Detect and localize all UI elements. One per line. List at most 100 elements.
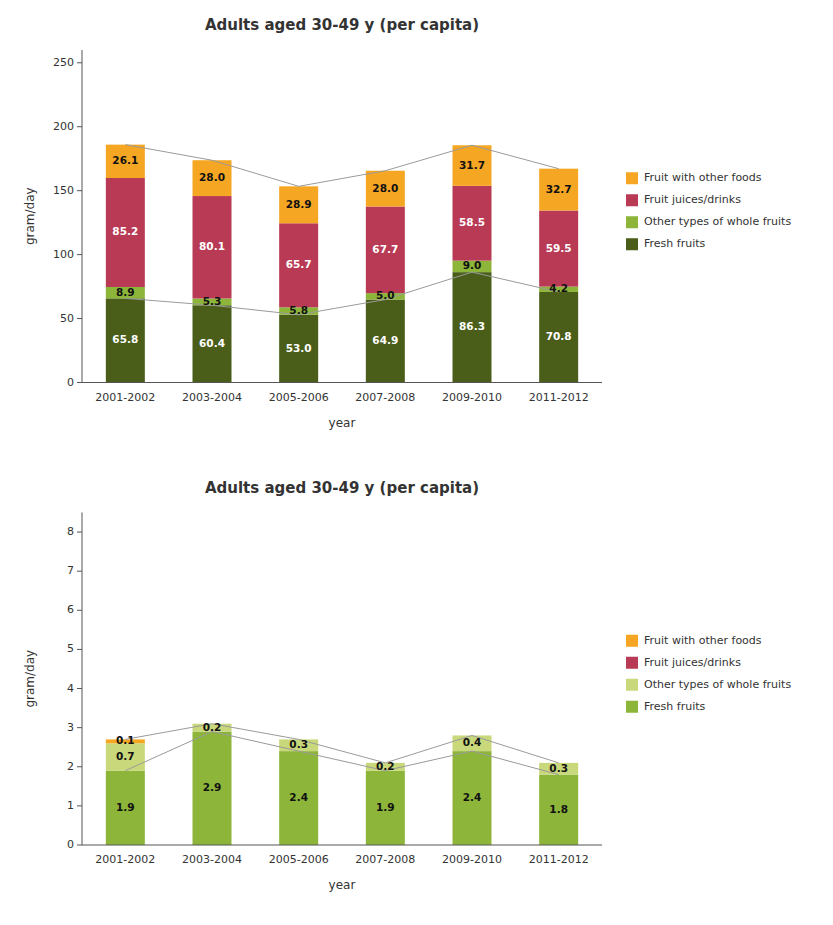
chart-panel: Adults aged 30-49 y (per capita)01234567… (23, 479, 791, 893)
y-tick-label: 100 (53, 248, 74, 261)
y-tick-label: 1 (67, 799, 74, 812)
data-label: 53.0 (286, 342, 312, 354)
data-label: 0.3 (289, 738, 308, 750)
bar-segment (366, 207, 405, 294)
data-label: 26.1 (112, 154, 138, 166)
y-tick (77, 382, 82, 383)
data-label: 28.9 (286, 198, 312, 210)
bar-segment (366, 300, 405, 383)
data-label: 2.4 (289, 791, 308, 803)
data-label: 0.1 (116, 734, 135, 746)
y-tick (77, 532, 82, 533)
bottom-segment-line (125, 272, 558, 315)
data-label: 65.8 (112, 333, 138, 345)
data-label: 67.7 (372, 243, 398, 255)
chart-panel: Adults aged 30-49 y (per capita)05010015… (23, 16, 791, 430)
data-label: 2.9 (203, 781, 222, 793)
y-tick-label: 0 (67, 838, 74, 851)
legend-swatch (626, 194, 638, 206)
legend-swatch (626, 238, 638, 250)
legend-label: Fruit juices/drinks (644, 656, 741, 669)
x-tick-label: 2003-2004 (182, 391, 242, 404)
x-tick-label: 2005-2006 (269, 391, 329, 404)
data-label: 59.5 (546, 242, 572, 254)
x-tick-label: 2009-2010 (442, 391, 502, 404)
data-label: 60.4 (199, 337, 225, 349)
bar-segment (279, 186, 318, 223)
stack-top-line (125, 724, 558, 763)
legend-swatch (626, 701, 638, 713)
chart-title: Adults aged 30-49 y (per capita) (205, 479, 479, 497)
data-label: 0.2 (203, 721, 222, 733)
x-tick-label: 2007-2008 (355, 853, 415, 866)
y-tick (77, 318, 82, 319)
x-tick-label: 2007-2008 (355, 391, 415, 404)
legend-label: Fruit juices/drinks (644, 193, 741, 206)
data-label: 70.8 (546, 330, 572, 342)
y-tick-label: 8 (67, 525, 74, 538)
legend: Fruit with other foodsFruit juices/drink… (626, 634, 791, 713)
plot-marks (106, 724, 578, 845)
bar-segment (106, 771, 145, 845)
y-tick-label: 0 (67, 376, 74, 389)
y-tick (77, 688, 82, 689)
data-label: 0.7 (116, 750, 135, 762)
bar-segment (193, 305, 232, 382)
x-axis-label: year (329, 878, 356, 892)
data-label: 65.7 (286, 258, 312, 270)
bar-segment (539, 169, 578, 211)
y-tick (77, 805, 82, 806)
x-axis-label: year (329, 416, 356, 430)
data-label: 85.2 (112, 225, 138, 237)
y-tick (77, 126, 82, 127)
y-tick (77, 610, 82, 611)
data-label: 28.0 (199, 171, 225, 183)
data-label: 86.3 (459, 320, 485, 332)
bar-segment (539, 775, 578, 845)
bar-segment (106, 145, 145, 178)
data-label: 58.5 (459, 216, 485, 228)
bottom-segment-line (125, 732, 558, 775)
legend-label: Fresh fruits (644, 700, 706, 713)
data-label: 80.1 (199, 240, 225, 252)
x-tick-label: 2003-2004 (182, 853, 242, 866)
x-axis-line (82, 382, 602, 383)
data-label: 8.9 (116, 286, 135, 298)
y-tick (77, 190, 82, 191)
bar-segment (453, 735, 492, 751)
data-label: 0.4 (463, 736, 482, 748)
legend-swatch (626, 635, 638, 647)
y-tick-label: 2 (67, 760, 74, 773)
legend-swatch (626, 216, 638, 228)
x-tick-label: 2001-2002 (95, 391, 155, 404)
data-label: 28.0 (372, 182, 398, 194)
x-axis-line (82, 845, 602, 846)
bar-segment (539, 292, 578, 383)
bar-segment (453, 272, 492, 382)
bar-segment (366, 771, 405, 845)
bar-segment (193, 196, 232, 298)
data-label: 1.8 (549, 803, 568, 815)
y-tick (77, 254, 82, 255)
data-label: 32.7 (546, 183, 572, 195)
y-tick (77, 62, 82, 63)
y-tick-label: 150 (53, 184, 74, 197)
chart-title: Adults aged 30-49 y (per capita) (205, 16, 479, 34)
y-tick-label: 250 (53, 56, 74, 69)
data-label: 9.0 (463, 259, 482, 271)
bar-segment (279, 315, 318, 383)
bar-segment (279, 223, 318, 307)
y-tick-label: 4 (67, 682, 74, 695)
data-label: 0.2 (376, 760, 395, 772)
bar-segment (453, 145, 492, 186)
data-label: 2.4 (463, 791, 482, 803)
data-label: 4.2 (549, 282, 568, 294)
y-tick-label: 3 (67, 721, 74, 734)
x-tick-label: 2011-2012 (529, 853, 589, 866)
bar-segment (453, 186, 492, 261)
data-label: 5.0 (376, 289, 395, 301)
legend: Fruit with other foodsFruit juices/drink… (626, 171, 791, 250)
legend-label: Fresh fruits (644, 237, 706, 250)
bar-segment (106, 298, 145, 382)
bar-segment (106, 743, 145, 770)
